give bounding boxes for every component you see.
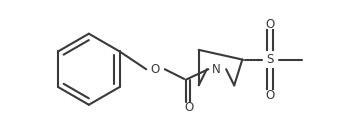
- Text: O: O: [184, 102, 193, 114]
- Text: O: O: [150, 63, 160, 76]
- Text: O: O: [265, 18, 275, 30]
- Text: O: O: [265, 89, 275, 102]
- Text: S: S: [266, 53, 273, 66]
- Text: N: N: [212, 63, 221, 76]
